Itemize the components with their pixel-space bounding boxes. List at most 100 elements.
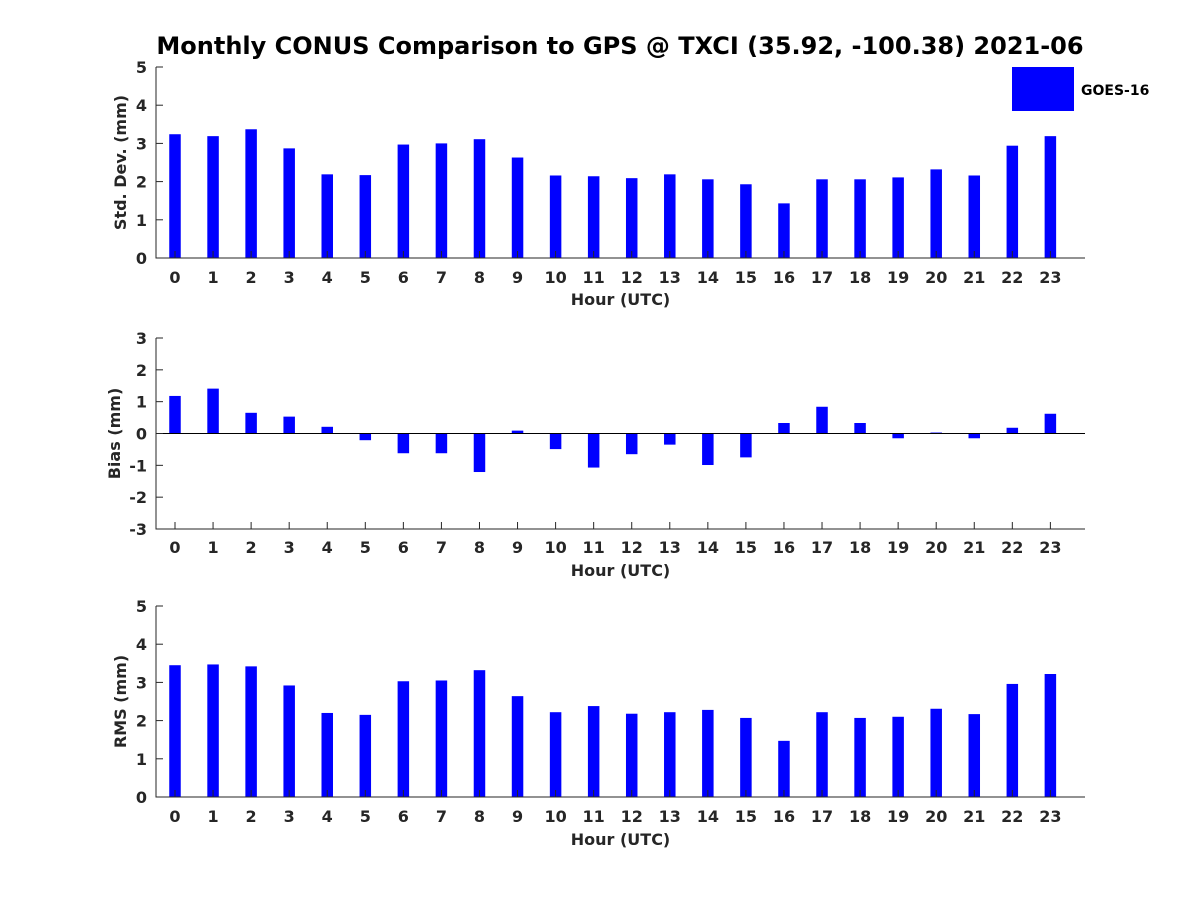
bar-hour-5 [359, 433, 372, 441]
x-tick-label: 2 [246, 807, 257, 826]
y-tick-label: 2 [136, 361, 147, 380]
bar-hour-16 [778, 740, 790, 797]
bar-hour-3 [283, 416, 295, 434]
bar-hour-22 [1006, 427, 1019, 434]
bar-hour-12 [625, 178, 638, 258]
bar-hour-20 [930, 708, 942, 797]
bar-hour-21 [968, 433, 981, 439]
y-tick-label: 5 [136, 597, 147, 616]
bar-hour-3 [283, 685, 295, 797]
y-tick-label: -3 [129, 520, 147, 539]
bar-hour-7 [435, 143, 448, 258]
x-tick-label: 10 [544, 268, 566, 287]
bar-hour-19 [892, 177, 904, 258]
x-tick-label: 8 [474, 538, 485, 557]
bar-hour-10 [549, 433, 562, 450]
x-tick-label: 6 [398, 807, 409, 826]
bar-hour-22 [1006, 683, 1019, 797]
x-tick-label: 13 [659, 807, 681, 826]
x-tick-label: 20 [925, 268, 947, 287]
bar-hour-1 [207, 664, 219, 797]
bar-hour-7 [435, 680, 448, 797]
x-tick-label: 12 [621, 538, 643, 557]
bar-hour-8 [473, 670, 486, 797]
x-tick-label: 18 [849, 807, 871, 826]
bar-hour-21 [968, 175, 981, 258]
x-tick-label: 0 [169, 538, 180, 557]
x-tick-label: 18 [849, 268, 871, 287]
x-tick-label: 9 [512, 807, 523, 826]
y-tick-label: 2 [136, 173, 147, 192]
bar-hour-11 [587, 706, 600, 797]
bar-hour-13 [664, 174, 676, 258]
x-tick-label: 5 [360, 807, 371, 826]
bar-hour-12 [625, 713, 638, 797]
x-tick-label: 9 [512, 268, 523, 287]
bar-hour-11 [587, 433, 600, 468]
bar-hour-18 [854, 717, 866, 797]
x-tick-label: 15 [735, 268, 757, 287]
bar-hour-9 [511, 696, 524, 797]
bar-hour-8 [473, 139, 486, 258]
x-tick-label: 17 [811, 807, 833, 826]
bar-hour-4 [321, 174, 333, 258]
bar-hour-14 [702, 709, 714, 797]
x-tick-label: 16 [773, 538, 795, 557]
x-axis-label: Hour (UTC) [571, 561, 671, 580]
bar-hour-8 [473, 433, 486, 473]
bar-hour-6 [397, 681, 410, 797]
x-tick-label: 14 [697, 538, 719, 557]
chart-title: Monthly CONUS Comparison to GPS @ TXCI (… [156, 32, 1083, 60]
x-tick-label: 18 [849, 538, 871, 557]
x-tick-label: 17 [811, 538, 833, 557]
bar-hour-17 [816, 712, 828, 797]
bar-hour-23 [1044, 674, 1057, 797]
bar-hour-18 [854, 423, 866, 434]
bar-hour-3 [283, 148, 295, 258]
x-axis-label: Hour (UTC) [571, 290, 671, 309]
bar-hour-19 [892, 433, 904, 439]
x-tick-label: 19 [887, 807, 909, 826]
bar-hour-17 [816, 406, 828, 434]
x-tick-label: 10 [544, 538, 566, 557]
x-tick-label: 19 [887, 538, 909, 557]
x-tick-label: 1 [207, 807, 218, 826]
bar-hour-1 [207, 388, 219, 434]
x-tick-label: 19 [887, 268, 909, 287]
x-tick-label: 12 [621, 807, 643, 826]
x-tick-label: 9 [512, 538, 523, 557]
legend-swatch-goes-16 [1012, 67, 1074, 111]
y-tick-label: 2 [136, 712, 147, 731]
x-tick-label: 3 [284, 807, 295, 826]
y-tick-label: 4 [136, 96, 147, 115]
x-tick-label: 0 [169, 268, 180, 287]
legend-label-goes-16: GOES-16 [1081, 83, 1149, 99]
bar-hour-5 [359, 714, 372, 797]
bar-hour-12 [625, 433, 638, 455]
bar-hour-0 [169, 134, 181, 258]
bar-hour-10 [549, 712, 562, 797]
x-tick-label: 14 [697, 268, 719, 287]
x-tick-label: 23 [1039, 807, 1061, 826]
x-tick-label: 7 [436, 807, 447, 826]
y-axis-label: RMS (mm) [111, 655, 130, 748]
x-tick-label: 1 [207, 538, 218, 557]
x-tick-label: 20 [925, 538, 947, 557]
bar-hour-9 [511, 430, 524, 434]
x-tick-label: 13 [659, 538, 681, 557]
bar-hour-15 [740, 717, 752, 797]
bar-hour-23 [1044, 136, 1057, 258]
bar-hour-2 [245, 129, 257, 258]
bar-hour-4 [321, 426, 333, 434]
y-tick-label: 3 [136, 329, 147, 348]
bar-hour-6 [397, 144, 410, 258]
y-tick-label: 3 [136, 673, 147, 692]
x-tick-label: 8 [474, 807, 485, 826]
x-tick-label: 5 [360, 538, 371, 557]
bar-hour-16 [778, 203, 790, 258]
x-tick-label: 10 [544, 807, 566, 826]
x-tick-label: 7 [436, 268, 447, 287]
y-tick-label: 4 [136, 635, 147, 654]
